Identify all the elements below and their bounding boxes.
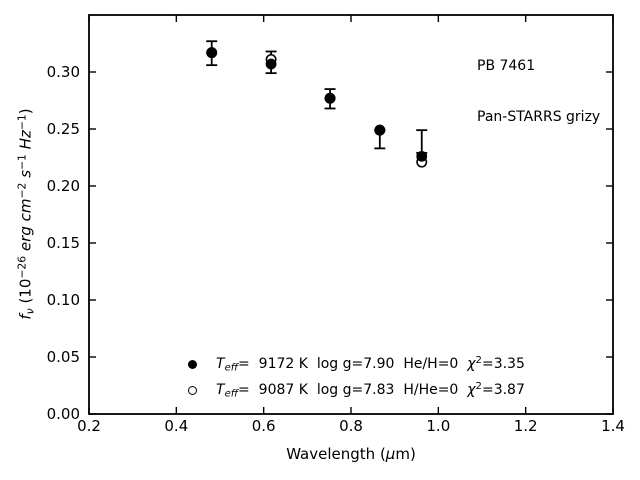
text-segment: ) bbox=[16, 108, 35, 115]
target-name: PB 7461 bbox=[477, 58, 536, 74]
open-circle-icon bbox=[188, 385, 197, 395]
text-segment: f bbox=[16, 314, 35, 320]
data-point-filled-circle bbox=[206, 47, 218, 59]
x-tick-label: 0.8 bbox=[339, 417, 363, 435]
x-tick-label: 0.6 bbox=[252, 417, 276, 435]
text-segment: −2 bbox=[15, 182, 29, 199]
text-segment: χ bbox=[467, 381, 476, 398]
x-tick-label: 0.2 bbox=[77, 417, 101, 435]
text-segment: eff bbox=[224, 362, 239, 374]
data-point-filled-circle bbox=[324, 92, 336, 104]
x-tick-label: 1.4 bbox=[601, 417, 625, 435]
text-segment: μ bbox=[385, 445, 396, 463]
legend-row-he-solution: Teff= 9172 K log g=7.90 He/H=0 χ2=3.35 bbox=[188, 355, 525, 374]
x-axis-label: Wavelength (μm) bbox=[286, 445, 416, 463]
text-segment: (10 bbox=[16, 278, 35, 309]
text-segment: 2 bbox=[475, 381, 482, 392]
y-tick-label: 0.30 bbox=[47, 63, 80, 81]
legend-label: Teff= 9087 K log g=7.83 H/He=0 χ2=3.87 bbox=[216, 381, 525, 400]
x-tick-label: 1.2 bbox=[514, 417, 538, 435]
text-segment: =3.35 bbox=[481, 355, 525, 372]
text-segment: T bbox=[216, 355, 225, 372]
y-axis-label: fν (10−26 erg cm−2 s−1 Hz−1) bbox=[15, 108, 36, 319]
text-segment: Hz bbox=[16, 130, 35, 155]
legend-label: Teff= 9172 K log g=7.90 He/H=0 χ2=3.35 bbox=[216, 355, 525, 374]
text-segment: −1 bbox=[15, 114, 29, 131]
text-segment: = 9087 K log g=7.83 H/He=0 bbox=[238, 381, 468, 398]
text-segment: −1 bbox=[15, 154, 29, 170]
y-tick-label: 0.05 bbox=[47, 348, 80, 366]
text-segment: 2 bbox=[475, 355, 482, 366]
y-tick-label: 0.15 bbox=[47, 234, 80, 252]
y-tick-label: 0.25 bbox=[47, 120, 80, 138]
legend-row-h-solution: Teff= 9087 K log g=7.83 H/He=0 χ2=3.87 bbox=[188, 381, 525, 400]
text-segment: =3.87 bbox=[481, 381, 525, 398]
text-segment: χ bbox=[467, 355, 476, 372]
y-tick-label: 0.00 bbox=[47, 405, 80, 423]
text-segment: = 9172 K log g=7.90 He/H=0 bbox=[238, 355, 468, 372]
text-segment: erg cm bbox=[16, 198, 35, 256]
y-tick-label: 0.10 bbox=[47, 291, 80, 309]
y-tick-label: 0.20 bbox=[47, 177, 80, 195]
x-tick-label: 0.4 bbox=[164, 417, 188, 435]
text-segment: T bbox=[216, 381, 225, 398]
text-segment: eff bbox=[224, 388, 239, 400]
text-segment: Wavelength ( bbox=[286, 445, 386, 463]
data-point-filled-circle bbox=[416, 150, 428, 162]
filled-circle-icon bbox=[188, 359, 197, 369]
data-point-filled-circle bbox=[265, 58, 277, 70]
x-tick-label: 1.0 bbox=[426, 417, 450, 435]
survey-name: Pan-STARRS grizy bbox=[477, 109, 601, 125]
data-point-filled-circle bbox=[374, 124, 386, 136]
target-annotation: PB 7461 Pan-STARRS grizy bbox=[477, 24, 600, 160]
text-segment: ν bbox=[23, 308, 37, 315]
text-segment: s bbox=[16, 169, 35, 183]
text-segment: m) bbox=[395, 445, 416, 463]
text-segment: −26 bbox=[15, 255, 29, 279]
